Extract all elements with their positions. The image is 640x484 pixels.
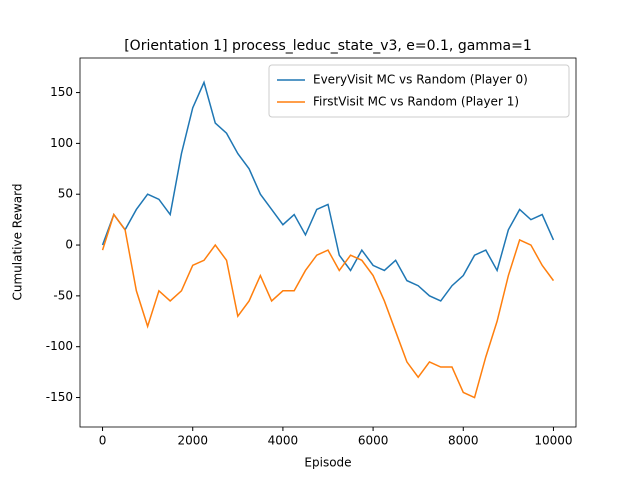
line-series (101, 212, 555, 399)
x-tick-label: 4000 (268, 434, 299, 448)
x-tick-label: 2000 (177, 434, 208, 448)
x-tick-label: 10000 (534, 434, 572, 448)
y-axis-label: Cumulative Reward (11, 184, 25, 301)
y-tick-label: -150 (46, 390, 73, 404)
plot-frame (79, 57, 577, 428)
y-tick-label: -100 (46, 339, 73, 353)
x-tick-label: 0 (99, 434, 107, 448)
line-series (101, 80, 555, 302)
y-tick-label: 100 (50, 136, 73, 150)
legend-label: FirstVisit MC vs Random (Player 1) (313, 95, 519, 109)
chart-title: [Orientation 1] process_leduc_state_v3, … (124, 38, 532, 54)
x-tick-label: 6000 (358, 434, 389, 448)
y-tick-label: 0 (65, 238, 73, 252)
y-tick-label: -50 (53, 288, 73, 302)
x-tick-label: 8000 (448, 434, 479, 448)
x-axis-label: Episode (304, 456, 351, 470)
legend-box (268, 64, 570, 118)
legend-label: EveryVisit MC vs Random (Player 0) (313, 73, 528, 87)
y-tick-label: 50 (58, 187, 73, 201)
y-tick-label: 150 (50, 85, 73, 99)
